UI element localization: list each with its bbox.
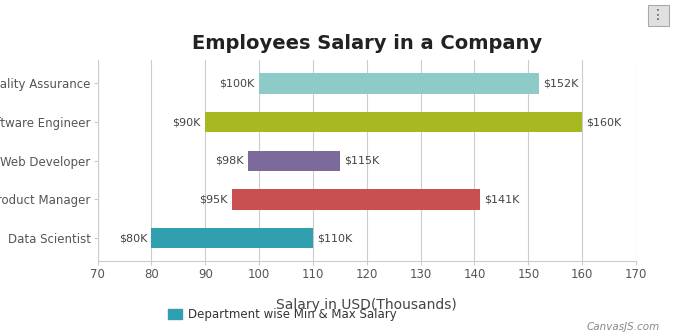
Bar [259,73,539,93]
Text: Salary in USD(Thousands): Salary in USD(Thousands) [277,298,457,312]
Text: $115K: $115K [344,156,380,166]
Title: Employees Salary in a Company: Employees Salary in a Company [192,34,542,53]
Text: $152K: $152K [543,78,579,88]
Text: $80K: $80K [118,233,147,243]
Bar [232,189,480,209]
Text: $160K: $160K [586,117,622,127]
Legend: Department wise Min & Max Salary: Department wise Min & Max Salary [164,303,402,326]
Text: $95K: $95K [199,194,228,204]
Bar [205,112,582,132]
Text: $110K: $110K [317,233,353,243]
Text: $141K: $141K [484,194,520,204]
Bar [151,228,313,248]
Text: CanvasJS.com: CanvasJS.com [586,322,660,332]
Text: $98K: $98K [215,156,244,166]
Text: $90K: $90K [172,117,201,127]
Text: $100K: $100K [219,78,255,88]
Bar [248,151,340,171]
Text: ⋮: ⋮ [651,8,665,22]
